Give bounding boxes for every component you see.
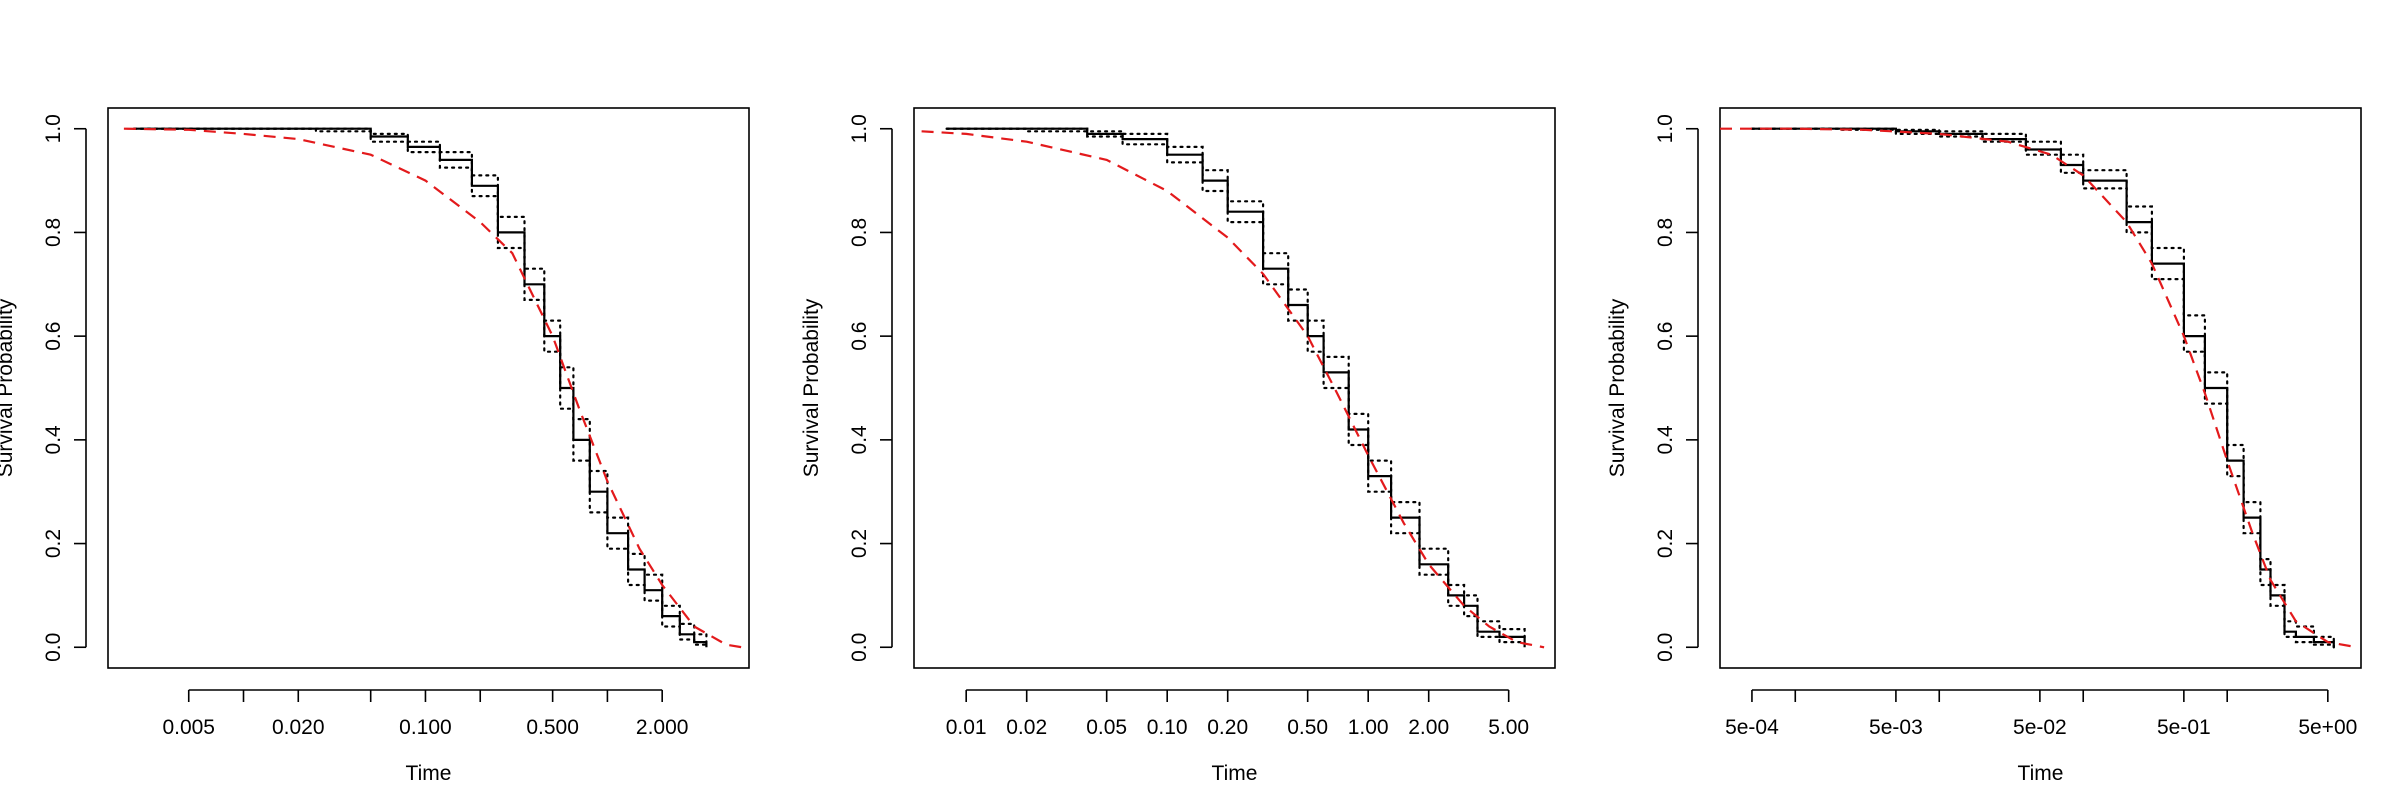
chart-panel-2: 0.01 0.02 0.05 0.10 0.20 0.50 1.00 2.00 5.00 0.0 0… (800, 107, 1556, 785)
y-tick-label: 0.0 (848, 633, 871, 662)
y-tick-label: 1.0 (1654, 114, 1677, 143)
x-axis-title: Time (1212, 762, 1258, 785)
y-tick-label: 0.6 (1654, 322, 1677, 351)
x-tick-label: 5.00 (1488, 716, 1529, 739)
y-tick-label: 0.8 (848, 218, 871, 247)
y-tick-label: 0.8 (1654, 218, 1677, 247)
y-tick-label: 0.8 (42, 218, 65, 247)
y-tick-label: 0.2 (848, 529, 871, 558)
fitted-curve (921, 130, 1545, 649)
x-tick-label: 0.100 (399, 716, 452, 739)
y-tick-label: 0.4 (1654, 425, 1677, 455)
plot-frame (107, 107, 750, 669)
x-tick-label: 0.10 (1147, 716, 1188, 739)
y-axis-title: Survival Probability (800, 298, 823, 477)
x-tick-label: 5e+00 (2298, 716, 2357, 739)
plot-frame (913, 107, 1556, 669)
x-tick-label: 2.000 (636, 716, 689, 739)
y-tick-label: 0.6 (848, 322, 871, 351)
y-tick-label: 0.4 (42, 425, 65, 455)
y-tick-label: 0.0 (1654, 633, 1677, 662)
y-tick-label: 1.0 (42, 114, 65, 143)
y-tick-label: 0.4 (848, 425, 871, 455)
y-tick-label: 0.2 (42, 529, 65, 558)
y-tick-label: 0.2 (1654, 529, 1677, 558)
y-tick-label: 0.0 (42, 633, 65, 662)
confidence-band-line (1750, 127, 2335, 649)
survival-estimate-line (1751, 127, 2335, 648)
confidence-band-line (945, 127, 1526, 649)
confidence-band-line (132, 127, 708, 649)
x-tick-label: 2.00 (1408, 716, 1449, 739)
x-tick-label: 0.50 (1287, 716, 1328, 739)
y-tick-label: 1.0 (848, 114, 871, 143)
survival-estimate-line (134, 127, 708, 648)
survival-estimate-line (946, 127, 1526, 648)
x-tick-label: 5e-02 (2013, 716, 2067, 739)
confidence-band-line (132, 127, 708, 649)
x-axis-title: Time (2018, 762, 2064, 785)
plot-frame (1719, 107, 2362, 669)
x-tick-label: 0.500 (526, 716, 579, 739)
confidence-band-line (945, 127, 1526, 644)
x-tick-label: 0.020 (272, 716, 325, 739)
x-tick-label: 5e-04 (1725, 716, 1779, 739)
confidence-band-line (1750, 127, 2335, 649)
x-tick-label: 0.005 (162, 716, 215, 739)
x-tick-label: 0.05 (1086, 716, 1127, 739)
fitted-curve (1720, 127, 2358, 649)
y-axis-title: Survival Probability (1606, 298, 1629, 477)
x-tick-label: 5e-03 (1869, 716, 1923, 739)
y-tick-label: 0.6 (42, 322, 65, 351)
y-axis-title: Survival Probability (0, 298, 17, 477)
x-tick-label: 0.01 (946, 716, 987, 739)
x-tick-label: 0.02 (1006, 716, 1047, 739)
x-tick-label: 1.00 (1348, 716, 1389, 739)
x-axis-title: Time (406, 762, 452, 785)
fitted-curve (123, 127, 743, 649)
chart-panel-3: 5e-04 5e-03 5e-02 5e-01 5e+00 0.0 0.2 0.4 0.6 0.8… (1606, 107, 2362, 785)
chart-panel-1: 0.005 0.020 0.100 0.500 2.000 0.0 0.2 0.4 0.6 0.8… (0, 107, 750, 785)
x-tick-label: 0.20 (1207, 716, 1248, 739)
x-tick-label: 5e-01 (2157, 716, 2211, 739)
